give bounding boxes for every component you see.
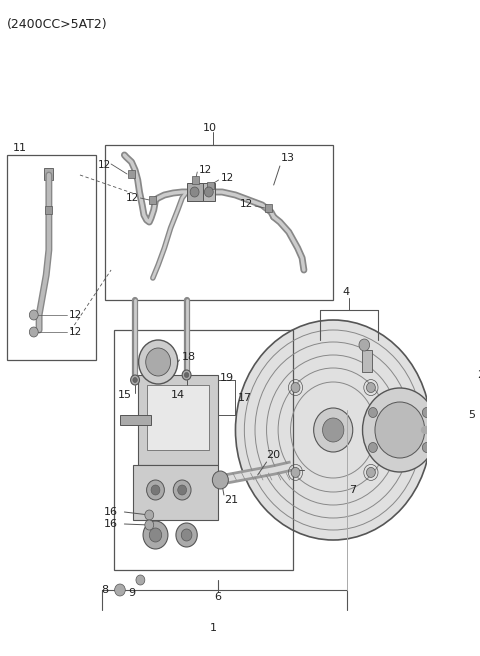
Text: 1: 1 [210,623,217,633]
Circle shape [133,377,137,382]
Circle shape [146,348,170,376]
Text: 7: 7 [349,485,356,495]
Text: 17: 17 [238,393,252,403]
Bar [120,415,151,425]
Text: 20: 20 [266,450,281,460]
Text: 16: 16 [104,519,118,529]
Circle shape [184,373,189,377]
Text: 12: 12 [220,173,234,183]
Bar [361,350,372,372]
Bar [45,168,53,180]
Circle shape [313,408,353,452]
Circle shape [359,339,370,351]
Bar [138,375,218,465]
Circle shape [131,375,140,385]
Circle shape [445,377,459,393]
Text: 12: 12 [240,199,253,209]
Bar [128,170,135,178]
Circle shape [178,485,187,495]
Bar [265,204,272,212]
Bar [456,422,469,440]
Text: 9: 9 [128,588,135,598]
Circle shape [369,407,377,417]
Text: 12: 12 [199,165,212,175]
Circle shape [422,443,431,453]
Text: 12: 12 [69,327,83,337]
Text: 6: 6 [214,592,221,602]
Bar [192,176,199,184]
Circle shape [291,382,300,392]
Bar [440,365,465,495]
Text: 13: 13 [281,153,295,163]
Text: 19: 19 [219,373,234,383]
Circle shape [115,584,125,596]
Bar [114,330,293,570]
Text: 18: 18 [182,352,196,362]
Circle shape [29,327,38,337]
Circle shape [366,468,375,478]
Circle shape [136,575,145,585]
Circle shape [182,370,191,380]
Bar [457,442,474,464]
Circle shape [366,382,375,392]
Circle shape [145,510,154,520]
Bar [45,206,52,214]
Text: 12: 12 [125,193,139,203]
Text: 14: 14 [171,390,185,400]
Circle shape [362,388,437,472]
Circle shape [173,480,191,500]
Text: 16: 16 [104,507,118,517]
Bar [207,182,214,188]
Circle shape [422,407,431,417]
Circle shape [457,415,467,425]
Bar [149,196,156,204]
Circle shape [291,468,300,478]
Text: 15: 15 [118,390,132,400]
Circle shape [445,464,459,480]
Bar [203,183,215,201]
Circle shape [204,187,213,197]
Bar [187,183,203,201]
Circle shape [29,310,38,320]
Text: 12: 12 [69,310,83,320]
Text: 2: 2 [477,370,480,380]
Circle shape [212,471,228,489]
Circle shape [466,369,476,381]
Circle shape [146,480,164,500]
Bar [105,145,333,300]
Circle shape [323,418,344,442]
Circle shape [151,485,160,495]
Circle shape [149,528,162,542]
Text: 11: 11 [13,143,27,153]
Circle shape [139,340,178,384]
Circle shape [181,529,192,541]
Circle shape [190,187,199,197]
Circle shape [236,320,431,540]
Text: 5: 5 [468,410,475,420]
Circle shape [369,443,377,453]
Circle shape [145,520,154,530]
Bar [133,465,218,520]
Text: 21: 21 [224,495,238,505]
Text: (2400CC>5AT2): (2400CC>5AT2) [7,18,108,31]
Text: 8: 8 [101,585,108,595]
Circle shape [176,523,197,547]
Circle shape [143,521,168,549]
Bar [7,155,96,360]
Text: 4: 4 [342,287,349,297]
Text: 12: 12 [98,160,111,170]
Circle shape [375,402,425,458]
Text: 10: 10 [203,123,216,133]
Bar [146,385,209,450]
